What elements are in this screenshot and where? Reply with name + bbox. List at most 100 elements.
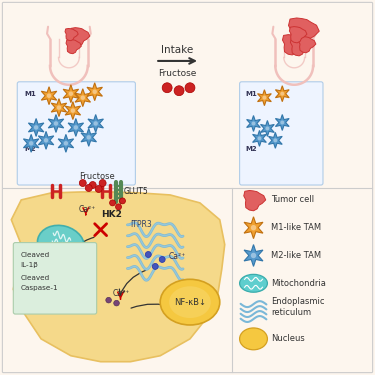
Circle shape <box>185 83 195 93</box>
Text: IL-1β: IL-1β <box>20 262 38 268</box>
Polygon shape <box>63 85 79 103</box>
Circle shape <box>258 136 261 140</box>
Circle shape <box>29 141 33 146</box>
FancyBboxPatch shape <box>2 2 373 373</box>
Circle shape <box>266 126 269 130</box>
Circle shape <box>152 263 158 269</box>
Text: Fructose: Fructose <box>158 69 196 78</box>
Polygon shape <box>51 99 67 117</box>
Text: Mitochondria: Mitochondria <box>272 279 326 288</box>
Polygon shape <box>253 130 266 146</box>
Polygon shape <box>290 27 307 43</box>
Circle shape <box>106 297 111 303</box>
Circle shape <box>174 86 184 96</box>
Polygon shape <box>268 132 282 148</box>
Text: M1: M1 <box>24 91 36 97</box>
Circle shape <box>251 225 256 230</box>
Text: HK2: HK2 <box>100 210 122 219</box>
Polygon shape <box>288 18 319 46</box>
Text: Nucleus: Nucleus <box>272 334 305 344</box>
Text: ITPR3: ITPR3 <box>130 220 152 229</box>
Circle shape <box>44 138 48 142</box>
Polygon shape <box>75 89 90 106</box>
Text: M1-like TAM: M1-like TAM <box>272 223 321 232</box>
Circle shape <box>110 200 116 206</box>
Circle shape <box>252 122 255 126</box>
Polygon shape <box>41 87 57 105</box>
Circle shape <box>69 92 73 96</box>
Circle shape <box>64 141 68 146</box>
Circle shape <box>162 83 172 93</box>
Circle shape <box>70 108 75 113</box>
Polygon shape <box>298 36 316 53</box>
Ellipse shape <box>160 279 220 325</box>
Polygon shape <box>261 120 274 136</box>
Text: GLUT5: GLUT5 <box>123 188 148 196</box>
Text: Ca²⁺: Ca²⁺ <box>168 252 185 261</box>
Text: Endoplasmic
reticulum: Endoplasmic reticulum <box>272 297 325 317</box>
Circle shape <box>93 90 97 94</box>
Circle shape <box>273 138 278 142</box>
Text: M2: M2 <box>246 146 257 152</box>
Polygon shape <box>244 190 266 211</box>
Circle shape <box>280 92 284 96</box>
Circle shape <box>87 135 91 140</box>
Text: Ca²⁺: Ca²⁺ <box>112 289 130 298</box>
Circle shape <box>114 300 119 306</box>
Polygon shape <box>23 134 39 152</box>
Polygon shape <box>258 90 271 106</box>
Polygon shape <box>11 192 225 362</box>
FancyBboxPatch shape <box>13 243 97 314</box>
Circle shape <box>116 204 122 210</box>
Text: Cleaved: Cleaved <box>20 252 50 258</box>
Circle shape <box>81 95 85 100</box>
Circle shape <box>34 125 38 130</box>
Circle shape <box>85 184 92 192</box>
Circle shape <box>251 253 256 258</box>
Circle shape <box>47 93 51 98</box>
Circle shape <box>89 182 96 189</box>
Polygon shape <box>28 118 44 136</box>
Circle shape <box>95 186 102 192</box>
Polygon shape <box>58 134 74 152</box>
Text: M2-like TAM: M2-like TAM <box>272 251 321 260</box>
Circle shape <box>74 125 78 130</box>
Text: Intake: Intake <box>161 45 193 55</box>
Polygon shape <box>275 86 289 102</box>
Ellipse shape <box>240 328 267 350</box>
Circle shape <box>57 105 61 110</box>
Circle shape <box>79 180 86 186</box>
Circle shape <box>93 121 98 126</box>
FancyBboxPatch shape <box>240 82 323 185</box>
Text: Fructose: Fructose <box>79 172 114 181</box>
Polygon shape <box>247 116 260 131</box>
Polygon shape <box>244 244 263 266</box>
Polygon shape <box>65 28 78 40</box>
Circle shape <box>99 180 106 186</box>
FancyBboxPatch shape <box>17 82 135 185</box>
Ellipse shape <box>38 225 84 264</box>
Text: Cleaved: Cleaved <box>20 275 50 281</box>
Polygon shape <box>244 217 263 238</box>
Polygon shape <box>290 38 310 56</box>
Circle shape <box>146 252 151 258</box>
Polygon shape <box>65 102 81 120</box>
Text: Ca²⁺: Ca²⁺ <box>79 205 96 214</box>
Polygon shape <box>66 39 81 54</box>
Text: Caspase-1: Caspase-1 <box>20 285 58 291</box>
Polygon shape <box>87 83 102 100</box>
Circle shape <box>280 120 284 124</box>
Circle shape <box>262 96 266 100</box>
Ellipse shape <box>169 286 211 318</box>
Ellipse shape <box>240 274 267 292</box>
Polygon shape <box>48 114 64 132</box>
Polygon shape <box>38 131 54 149</box>
Polygon shape <box>70 28 90 46</box>
Text: M2: M2 <box>24 146 36 152</box>
Polygon shape <box>88 114 104 132</box>
Circle shape <box>54 121 58 126</box>
Polygon shape <box>282 34 304 55</box>
Polygon shape <box>68 118 84 136</box>
Polygon shape <box>275 114 289 130</box>
Circle shape <box>120 198 126 204</box>
